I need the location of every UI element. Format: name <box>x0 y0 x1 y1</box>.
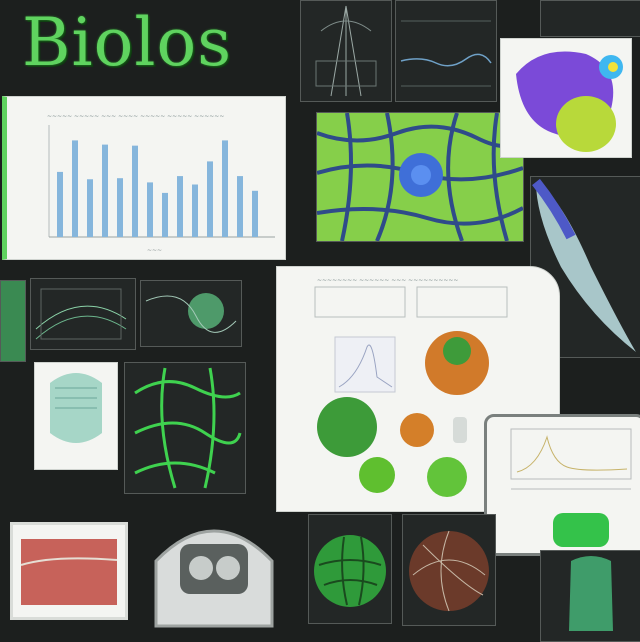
green-globe-image <box>309 515 391 623</box>
bar <box>162 193 168 237</box>
helmet-device <box>146 506 282 632</box>
top-wave-tile <box>395 0 497 102</box>
bar <box>207 161 213 237</box>
bar <box>117 178 123 237</box>
line-chart-svg <box>487 417 640 553</box>
leaf-cell-network-icon <box>317 113 523 241</box>
bar <box>132 146 138 237</box>
anatomy-sketch-icon <box>301 1 391 101</box>
purple-blob-panel <box>500 38 632 158</box>
red-heatmap <box>13 525 125 617</box>
bar-chart-svg <box>7 97 285 259</box>
cell-network-image <box>316 112 524 242</box>
waveform-icon <box>396 1 496 101</box>
top-right-tile <box>540 0 640 37</box>
helmet-device-image <box>146 506 282 632</box>
page-title: Biolos <box>22 4 232 81</box>
tissue-mesh-icon <box>125 363 245 493</box>
pale-organ-figure <box>35 363 117 469</box>
bar-chart-panel: ~~~~~ ~~~~~ ~~~ ~~~~ ~~~~~ ~~~~~ ~~~~~~ … <box>2 96 286 260</box>
bar <box>252 191 258 237</box>
brown-sphere-tile <box>402 514 496 626</box>
bar <box>147 182 153 237</box>
bar <box>87 179 93 237</box>
mesh-icon <box>31 279 135 349</box>
bar <box>237 176 243 237</box>
green-globe-tile <box>308 514 392 624</box>
bar <box>192 185 198 238</box>
line-chart-panel <box>484 414 640 556</box>
bar <box>72 140 78 237</box>
wireframe-tile-1 <box>30 278 136 350</box>
figure-panel <box>34 362 118 470</box>
wireframe-tile-2 <box>140 280 242 347</box>
green-specimen-icon <box>541 551 640 641</box>
chart-caption: ~~~ <box>147 247 162 254</box>
top-sketch-tile <box>300 0 392 102</box>
bottom-right-tile <box>540 550 640 642</box>
red-chart-panel <box>10 522 128 620</box>
glow-tissue-tile <box>124 362 246 494</box>
bar <box>102 145 108 237</box>
brown-sphere-image <box>403 515 495 625</box>
bar <box>57 172 63 237</box>
left-green-tile <box>0 280 26 362</box>
organ-scan-icon <box>141 281 241 346</box>
bar <box>177 176 183 237</box>
purple-blob-image <box>501 39 631 157</box>
bar <box>222 140 228 237</box>
